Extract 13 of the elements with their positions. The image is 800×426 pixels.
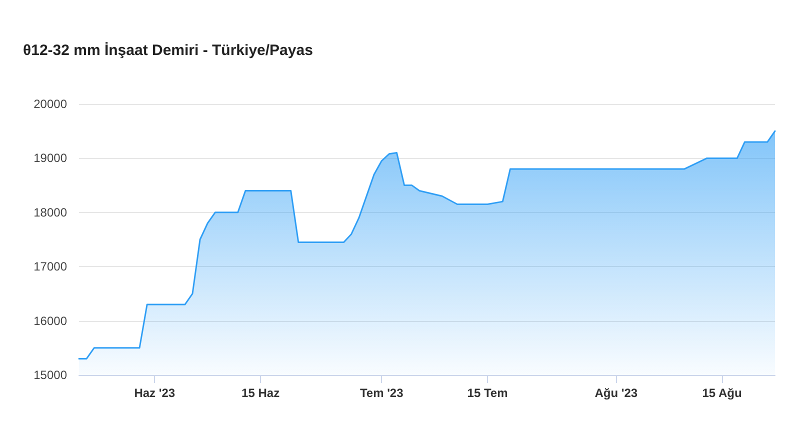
y-tick-label: 17000 — [34, 260, 68, 274]
x-tick-label: 15 Tem — [467, 386, 508, 400]
x-tick-label: Ağu '23 — [594, 386, 638, 400]
y-tick-label: 19000 — [34, 151, 68, 166]
y-tick-label: 15000 — [34, 368, 68, 382]
x-tick-label: 15 Haz — [242, 386, 280, 400]
x-tick-label: Haz '23 — [134, 386, 176, 400]
y-tick-label: 20000 — [34, 97, 68, 111]
y-tick-label: 16000 — [34, 314, 68, 328]
x-tick-label: 15 Ağu — [702, 386, 742, 400]
chart-title: θ12-32 mm İnşaat Demiri - Türkiye/Payas — [23, 42, 313, 59]
x-tick-label: Tem '23 — [360, 386, 404, 400]
y-tick-label: 18000 — [34, 205, 68, 220]
